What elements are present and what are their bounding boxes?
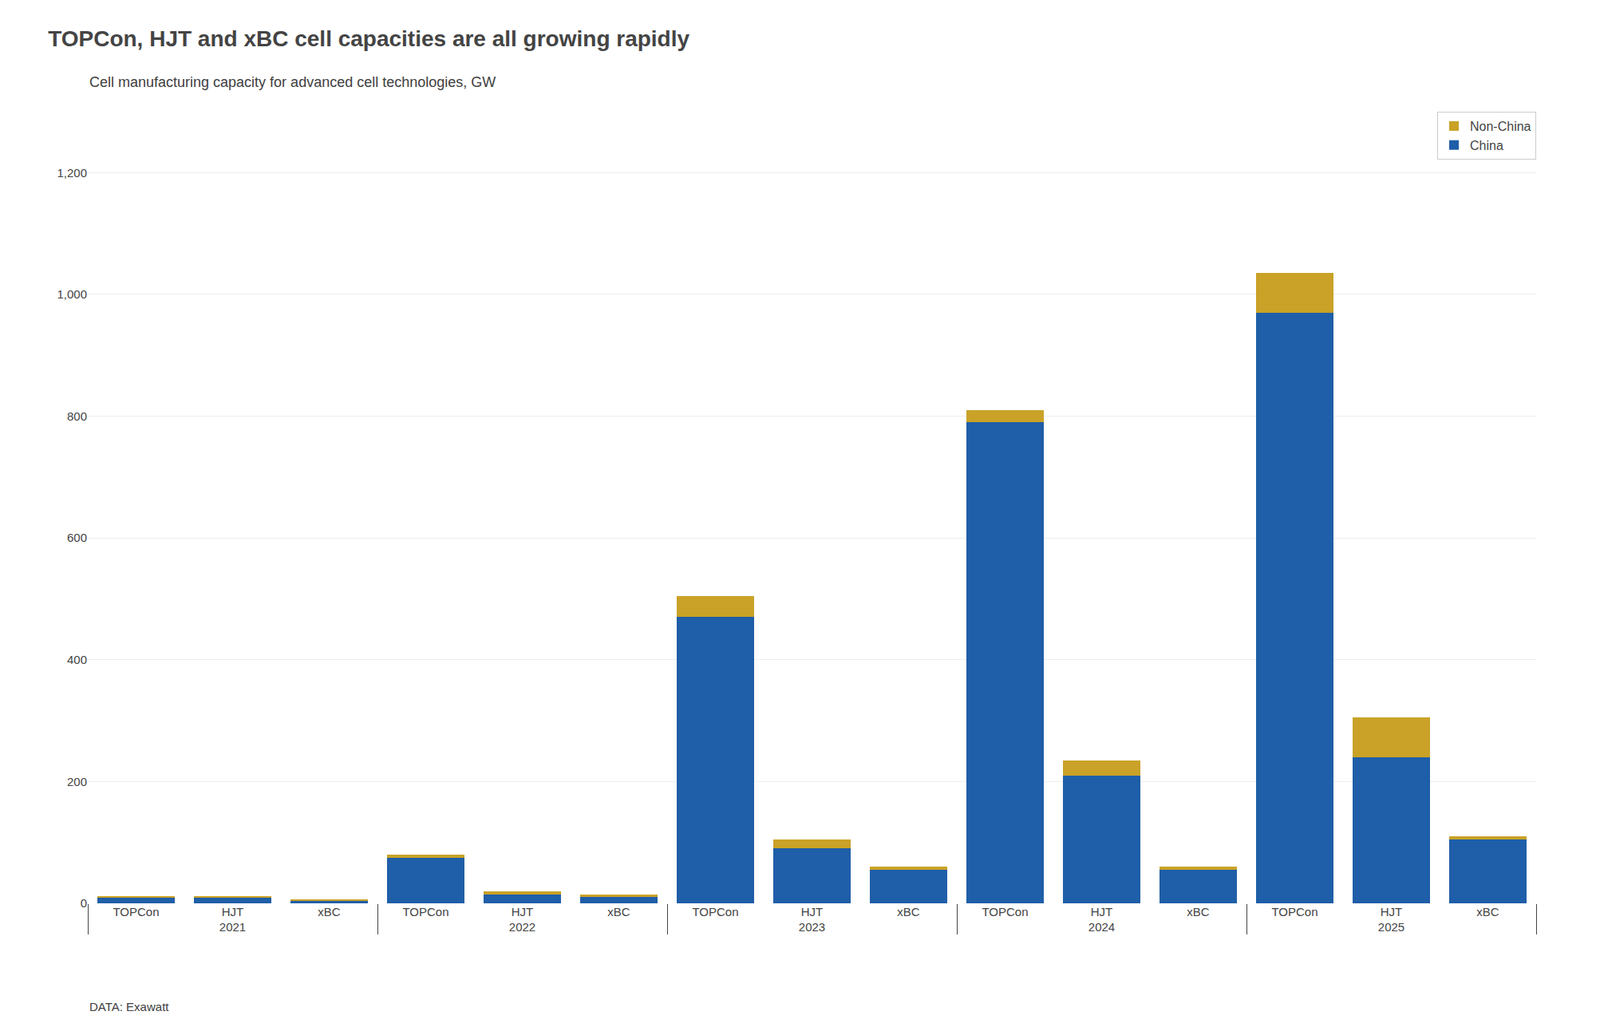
svg-text:0: 0 — [80, 896, 87, 910]
svg-text:DATA: Exawatt: DATA: Exawatt — [89, 999, 170, 1014]
svg-text:TOPCon: TOPCon — [402, 904, 449, 919]
svg-text:800: 800 — [67, 409, 87, 423]
svg-text:1,000: 1,000 — [56, 287, 87, 301]
svg-text:200: 200 — [67, 774, 87, 789]
svg-text:xBC: xBC — [607, 904, 631, 919]
svg-text:2023: 2023 — [798, 920, 826, 934]
svg-text:Non-China: Non-China — [1469, 119, 1532, 134]
svg-text:1,200: 1,200 — [56, 165, 87, 180]
svg-text:xBC: xBC — [317, 904, 341, 919]
svg-text:HJT: HJT — [221, 904, 245, 919]
svg-text:HJT: HJT — [1380, 904, 1403, 919]
svg-text:HJT: HJT — [801, 904, 824, 919]
svg-text:TOPCon: TOPCon — [1271, 904, 1318, 919]
svg-text:China: China — [1469, 138, 1504, 153]
svg-text:2022: 2022 — [509, 920, 536, 934]
svg-text:2024: 2024 — [1088, 920, 1115, 934]
svg-text:xBC: xBC — [896, 904, 921, 919]
svg-text:xBC: xBC — [1476, 904, 1500, 919]
svg-text:TOPCon: TOPCon — [981, 904, 1028, 919]
svg-text:Cell manufacturing capacity fo: Cell manufacturing capacity for advanced… — [89, 74, 496, 91]
svg-text:2025: 2025 — [1378, 920, 1405, 934]
svg-text:TOPCon, HJT and xBC cell capac: TOPCon, HJT and xBC cell capacities are … — [47, 26, 690, 52]
svg-text:400: 400 — [67, 652, 87, 667]
svg-text:600: 600 — [67, 530, 87, 545]
svg-text:TOPCon: TOPCon — [691, 904, 739, 919]
svg-text:HJT: HJT — [1090, 904, 1114, 919]
svg-text:HJT: HJT — [511, 904, 534, 919]
svg-text:xBC: xBC — [1186, 904, 1210, 919]
svg-text:TOPCon: TOPCon — [112, 904, 159, 919]
svg-text:2021: 2021 — [219, 920, 246, 934]
